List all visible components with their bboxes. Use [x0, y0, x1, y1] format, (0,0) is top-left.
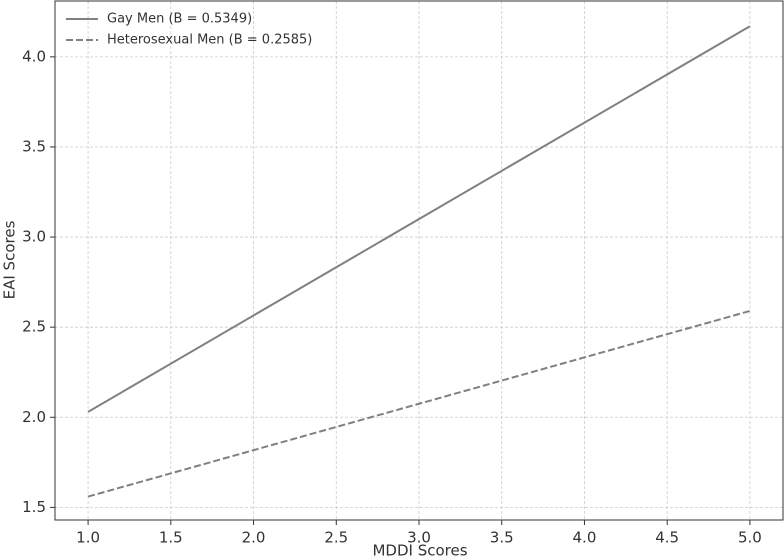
y-tick-label: 3.5 — [22, 137, 46, 155]
x-axis-label: MDDI Scores — [372, 542, 467, 559]
plot-frame — [54, 0, 784, 521]
legend-label: Heterosexual Men (B = 0.2585) — [107, 33, 312, 48]
y-axis-label: EAI Scores — [1, 220, 19, 299]
x-tick-label: 2.5 — [324, 529, 348, 547]
x-tick-label: 4.5 — [655, 529, 679, 547]
x-tick-label: 3.0 — [407, 529, 431, 547]
series-line — [87, 25, 751, 413]
y-tick-label: 2.5 — [22, 318, 46, 336]
y-tick-label: 2.0 — [22, 408, 46, 426]
series-line — [87, 309, 751, 498]
y-tick-label: 3.0 — [22, 228, 46, 246]
y-tick-label: 4.0 — [22, 47, 46, 65]
x-tick-label: 1.0 — [76, 529, 100, 547]
x-tick-label: 3.5 — [490, 529, 514, 547]
x-tick-label: 4.0 — [573, 529, 597, 547]
x-tick-label: 5.0 — [738, 529, 762, 547]
x-tick-label: 2.0 — [242, 529, 266, 547]
x-tick-label: 1.5 — [159, 529, 183, 547]
legend-label: Gay Men (B = 0.5349) — [107, 12, 252, 27]
y-tick-label: 1.5 — [22, 498, 46, 516]
